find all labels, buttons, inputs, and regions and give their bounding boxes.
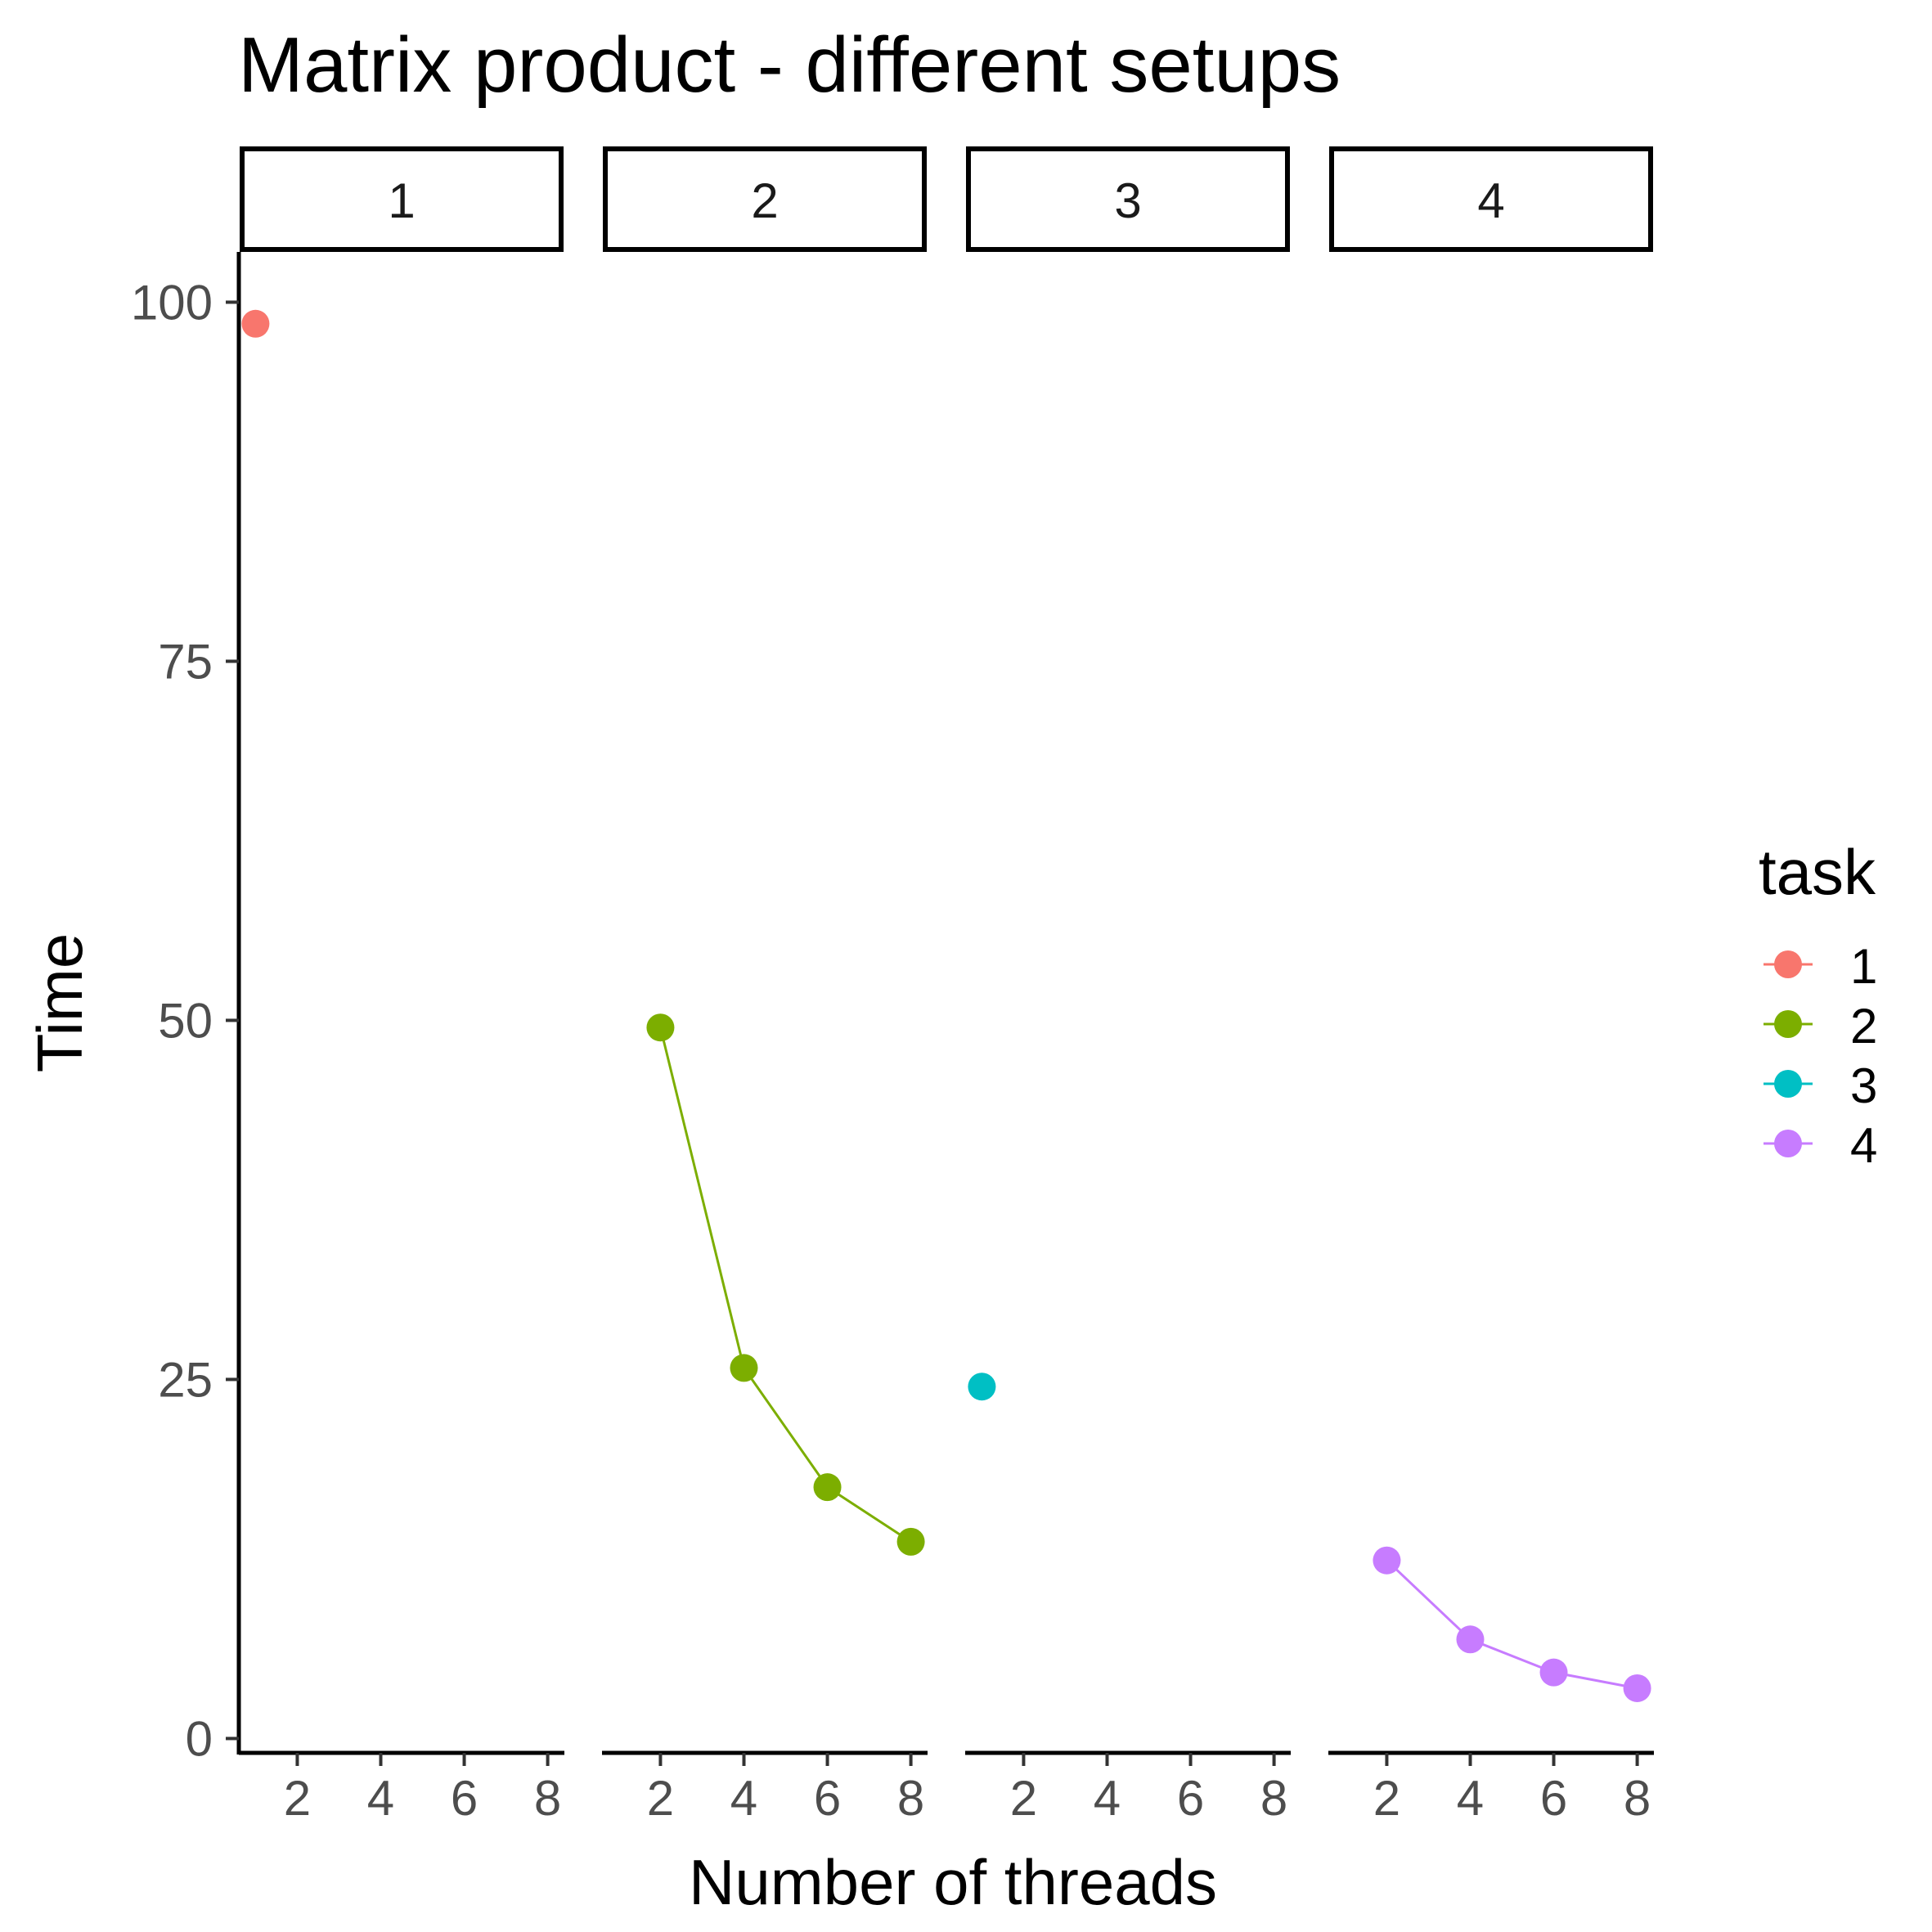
data-point-task-1 [241, 309, 270, 338]
legend-title: task [1759, 836, 1876, 908]
x-tick-label: 4 [367, 1771, 394, 1826]
data-point-task-4 [1539, 1658, 1568, 1687]
legend-label: 3 [1850, 1058, 1877, 1113]
x-tick-label: 4 [1457, 1771, 1484, 1826]
y-axis-title: Time [24, 933, 96, 1072]
chart-title: Matrix product - different setups [238, 21, 1341, 109]
facet-strip [603, 146, 927, 252]
y-tick-label: 0 [186, 1711, 213, 1766]
facet-strip-label: 1 [388, 173, 415, 228]
facet-strip-label: 2 [751, 173, 778, 228]
x-tick-label: 2 [647, 1771, 674, 1826]
plot-area: 0 25 50 75 100 1 2 4 6 8 2 2 4 6 8 3 2 4 6 8 4 2 4 6 8 [131, 146, 1654, 1826]
data-point-task-2 [896, 1527, 925, 1556]
facet-strip-label: 4 [1477, 173, 1504, 228]
legend-key-point [1774, 1130, 1802, 1157]
x-tick-label: 8 [534, 1771, 561, 1826]
x-tick-label: 6 [1540, 1771, 1567, 1826]
x-tick-label: 4 [730, 1771, 757, 1826]
x-tick-label: 6 [814, 1771, 841, 1826]
legend-label: 1 [1850, 939, 1877, 994]
data-point-task-2 [813, 1473, 842, 1502]
legend-label: 2 [1850, 999, 1877, 1054]
legend-key-point [1774, 1070, 1802, 1098]
legend-key-point [1774, 950, 1802, 978]
series-line-task-4 [1386, 1559, 1638, 1690]
facet-strip-label: 3 [1114, 173, 1141, 228]
legend-label: 4 [1850, 1118, 1877, 1173]
x-tick-label: 6 [451, 1771, 478, 1826]
x-tick-label: 8 [1260, 1771, 1287, 1826]
data-point-task-3 [968, 1373, 996, 1401]
x-tick-label: 2 [284, 1771, 311, 1826]
x-tick-label: 8 [1624, 1771, 1651, 1826]
facet-strip [240, 146, 564, 252]
y-tick-label: 25 [158, 1352, 213, 1407]
series-line-task-2 [658, 1027, 912, 1543]
x-axis-title: Number of threads [689, 1846, 1217, 1918]
data-point-task-4 [1456, 1625, 1485, 1654]
x-tick-label: 2 [1373, 1771, 1400, 1826]
data-point-task-4 [1373, 1546, 1401, 1575]
facet-strip [1329, 146, 1653, 252]
x-tick-label: 6 [1177, 1771, 1204, 1826]
facet-strip [966, 146, 1290, 252]
x-tick-label: 4 [1094, 1771, 1121, 1826]
data-point-task-4 [1623, 1674, 1651, 1702]
x-tick-label: 8 [897, 1771, 924, 1826]
y-tick-label: 100 [131, 275, 213, 330]
data-point-task-2 [730, 1354, 758, 1382]
data-point-task-2 [646, 1013, 675, 1042]
legend-key-point [1774, 1010, 1802, 1038]
y-tick-label: 50 [158, 993, 213, 1048]
y-tick-label: 75 [158, 634, 213, 689]
x-tick-label: 2 [1010, 1771, 1037, 1826]
